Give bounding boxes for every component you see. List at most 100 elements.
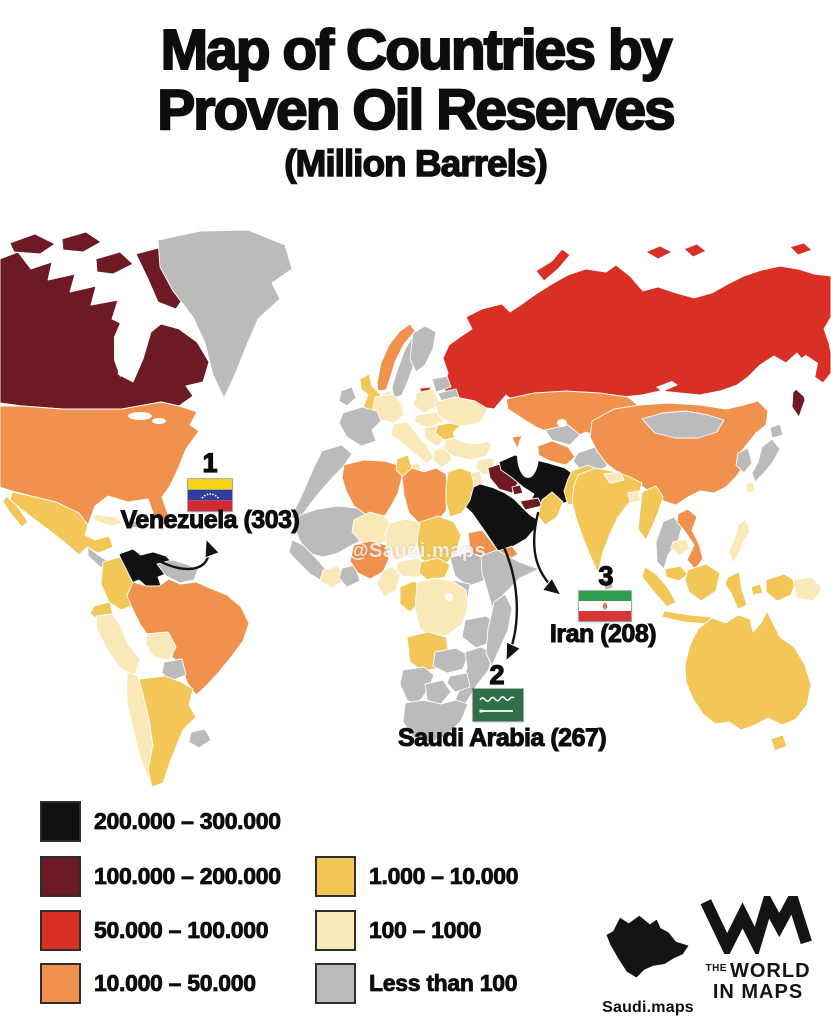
annotation-saudi-arabia: 2 [472, 660, 522, 690]
rank-1: 1 [202, 448, 218, 478]
annotation-iran: 3 [581, 561, 631, 591]
region-mauritania-mali [293, 505, 373, 558]
country-zambia [432, 647, 469, 674]
country-finland [409, 325, 437, 373]
country-nepal [603, 471, 625, 484]
lake-victoria [445, 593, 453, 601]
country-south-sudan [418, 557, 451, 582]
country-norway [376, 323, 416, 392]
legend-item-200k-300k: 200.000 – 300.000 [40, 801, 281, 842]
country-russia-wrangel [789, 242, 813, 256]
sea-of-okhotsk [787, 355, 818, 397]
country-malaysia [664, 565, 689, 582]
legend-label: 1.000 – 10.000 [369, 863, 519, 890]
aral-sea [557, 419, 567, 427]
country-italy [390, 421, 435, 465]
country-russia-novaya-zemlya [535, 248, 571, 282]
legend-label: 50.000 – 100.000 [94, 917, 269, 944]
country-sri-lanka [602, 577, 614, 591]
wim-world: WORLD [729, 960, 811, 982]
rank-3: 3 [598, 561, 614, 591]
watermark: @Saudi.maps [349, 540, 487, 562]
region-czech-hungary [413, 411, 445, 429]
country-paraguay [161, 658, 187, 682]
country-poland [412, 388, 440, 414]
country-russia-arctic-islands-2 [683, 243, 707, 258]
caspian-sea [517, 432, 539, 478]
country-vietnam [676, 508, 704, 570]
world-in-maps-logo: THE WORLD IN MAPS [698, 885, 818, 1003]
country-drc [414, 577, 469, 639]
legend-label: 100.000 – 200.000 [94, 863, 282, 890]
country-myanmar [637, 485, 664, 541]
world-map [0, 229, 831, 788]
legend-swatch-red [40, 910, 81, 951]
country-namibia [399, 666, 435, 706]
legend-item-100-1000: 100 – 1000 [315, 910, 482, 951]
legend-item-10k-50k: 10.000 – 50.000 [40, 963, 256, 1004]
lake-baikal [656, 381, 678, 392]
region-baltics [431, 375, 452, 393]
country-argentina [138, 675, 197, 788]
country-sudan [416, 515, 462, 568]
country-egypt [445, 467, 475, 518]
country-japan-hokkaido [769, 423, 784, 439]
country-cambodia [670, 538, 691, 556]
region-new-guinea-west [765, 573, 797, 602]
country-russia [442, 264, 831, 412]
legend-label: 100 – 1000 [369, 917, 482, 944]
country-botswana [424, 679, 452, 706]
country-mexico-baja [2, 495, 29, 528]
country-canada-island-2 [61, 231, 102, 253]
world-in-maps-text: THE WORLD IN MAPS [698, 961, 818, 1003]
legend-swatch-yellow [315, 856, 356, 897]
country-morocco [290, 444, 353, 522]
country-turkmenistan [534, 440, 576, 466]
great-lakes-2 [152, 418, 166, 424]
country-bolivia [145, 631, 177, 661]
country-thailand [655, 516, 683, 570]
title-line-3: (Million Barrels) [283, 142, 548, 184]
legend-item-less-100: Less than 100 [315, 963, 518, 1004]
country-mongolia [641, 410, 725, 439]
title-line-1: Map of Countries by [160, 18, 674, 82]
country-south-africa [402, 699, 469, 744]
wim-in-maps: IN MAPS [712, 981, 804, 1003]
arrow-iran [533, 511, 561, 595]
rank-2: 2 [489, 660, 505, 690]
country-indonesia-sumatra [641, 566, 677, 608]
iran-label: Iran (208) [549, 620, 657, 649]
country-indonesia-sulawesi [724, 571, 748, 610]
wim-the: THE [705, 963, 727, 974]
arrow-venezuela [154, 539, 209, 571]
page-title: Map of Countries by Proven Oil Reserves … [0, 18, 831, 187]
arrow-saudi-arabia [500, 541, 517, 661]
legend-item-100k-200k: 100.000 – 200.000 [40, 856, 281, 897]
country-ivory-coast [319, 565, 345, 589]
title-line-2: Proven Oil Reserves [156, 78, 676, 143]
country-uruguay [188, 728, 212, 749]
country-chad [384, 518, 421, 561]
country-philippines [728, 518, 751, 564]
country-brazil [126, 578, 250, 696]
legend-item-1k-10k: 1.000 – 10.000 [315, 856, 519, 897]
venezuela-label: Venezuela (303) [120, 506, 300, 535]
country-canada-island-1 [9, 233, 56, 255]
country-zimbabwe [446, 672, 471, 693]
saudi-maps-logo: Saudi.maps [592, 908, 704, 1017]
country-mexico [9, 491, 114, 556]
country-cameroon [376, 565, 401, 598]
legend-item-50k-100k: 50.000 – 100.000 [40, 910, 269, 951]
saudi-arabia-silhouette-icon [606, 915, 689, 978]
black-sea [453, 424, 495, 444]
country-greenland [157, 229, 293, 399]
legend-label: Less than 100 [369, 970, 518, 997]
country-ukraine [434, 396, 489, 428]
country-india [571, 467, 643, 574]
saudi-arabia-flag-icon [473, 689, 523, 721]
hudson-bay [114, 319, 140, 377]
country-russia-arctic-islands [645, 245, 673, 260]
wm-zigzag-icon [700, 885, 812, 960]
country-australia-tasmania [770, 734, 788, 752]
